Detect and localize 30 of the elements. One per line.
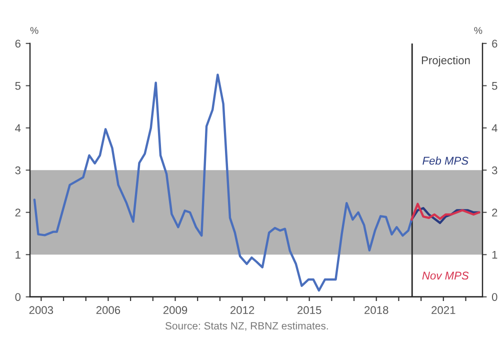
y-tick-label: 3 — [15, 166, 20, 174]
y-tick-label: 1 — [16, 250, 20, 259]
line-series — [33, 74, 413, 292]
y-tick-label: 2 — [15, 208, 20, 216]
text: Nov MPS — [422, 272, 469, 280]
x-tick-label: 2006 — [96, 306, 120, 314]
y-tick-label: 6 — [15, 40, 20, 48]
x-tick-label: 2009 — [163, 306, 188, 314]
line-series — [410, 207, 480, 224]
y2-tick-label: 5 — [492, 82, 498, 90]
y2-axis-title: % — [474, 27, 482, 34]
y2-tick-label: 3 — [492, 166, 498, 174]
text: Feb MPS — [422, 156, 468, 165]
x-tick-label: 2021 — [432, 306, 456, 314]
x-tick-label: 2015 — [298, 306, 322, 314]
x-tick-label: 2003 — [29, 306, 54, 314]
y2-tick-label: 6 — [492, 40, 498, 48]
x-tick-label: 2018 — [364, 306, 388, 314]
ref-line-label: Projection — [422, 56, 470, 66]
source-note: Source: Stats NZ, RBNZ estimates. — [165, 322, 328, 331]
y2-tick-label: 2 — [492, 208, 498, 216]
x-tick-label: 2012 — [230, 306, 254, 314]
y-tick-label: 5 — [15, 82, 21, 90]
y-axis-title: % — [30, 27, 38, 34]
line-series — [410, 202, 480, 221]
y-tick-label: 4 — [15, 124, 21, 132]
y-tick-label: 0 — [15, 293, 21, 301]
y2-tick-label: 1 — [492, 250, 498, 259]
y2-tick-label: 0 — [492, 293, 498, 301]
y2-tick-label: 4 — [492, 124, 498, 132]
